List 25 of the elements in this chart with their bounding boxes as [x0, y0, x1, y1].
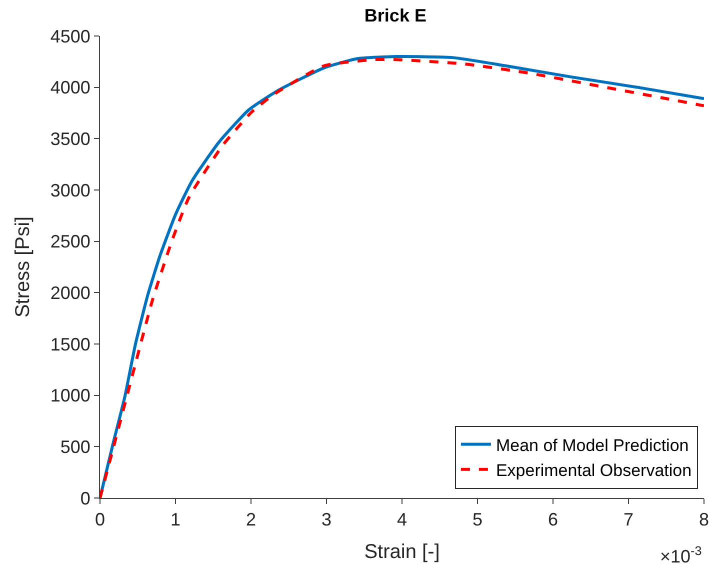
- x-tick-label: 6: [548, 510, 558, 530]
- y-axis-title: Stress [Psi]: [12, 216, 34, 318]
- x-tick-label: 5: [472, 510, 483, 530]
- x-tick-label: 0: [94, 510, 106, 530]
- y-tick-label: 4000: [50, 78, 90, 98]
- y-tick-label: 2500: [50, 232, 90, 252]
- x-tick-label: 1: [170, 510, 181, 530]
- x-axis-title: Strain [-]: [364, 541, 440, 564]
- x-tick-label: 4: [396, 510, 408, 530]
- y-tick-label: 500: [60, 436, 90, 457]
- legend-label: Experimental Observation: [496, 461, 692, 480]
- x-tick-label: 3: [321, 510, 332, 530]
- y-tick-label: 4500: [50, 26, 90, 46]
- legend-label: Mean of Model Prediction: [496, 436, 689, 455]
- y-tick-label: 0: [80, 488, 90, 508]
- y-tick-label: 1000: [50, 386, 90, 406]
- y-tick-label: 3500: [50, 128, 90, 149]
- chart-title: Brick E: [364, 5, 426, 26]
- x-tick-label: 2: [246, 510, 256, 530]
- x-tick-label: 7: [623, 510, 634, 530]
- text: ×10$^{-3}$: [660, 544, 702, 567]
- y-tick-label: 3000: [50, 180, 90, 200]
- y-tick-label: 2000: [50, 282, 90, 303]
- y-tick-label: 1500: [50, 334, 90, 354]
- x-tick-label: 8: [698, 510, 710, 530]
